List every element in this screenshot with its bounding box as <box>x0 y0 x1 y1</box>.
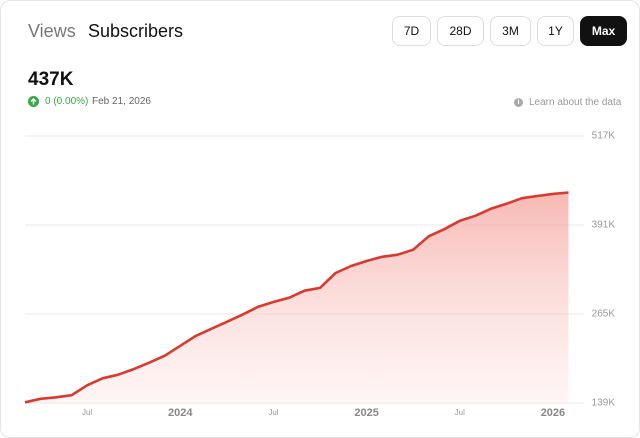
y-tick-label: 391K <box>592 220 616 231</box>
x-tick-label: Jul <box>455 408 465 417</box>
x-tick-label: 2025 <box>354 407 378 419</box>
tab-views[interactable]: Views <box>28 21 76 41</box>
line <box>24 191 569 404</box>
x-tick-label: 2024 <box>168 407 193 419</box>
date: Feb 21, 2026 <box>92 96 151 107</box>
range-button[interactable]: Max <box>580 16 627 46</box>
arrow <box>30 98 37 105</box>
x-tick-label: 2026 <box>541 407 565 419</box>
range-button[interactable]: 1Y <box>537 16 574 46</box>
range-button[interactable]: 7D <box>392 16 431 46</box>
y-tick-label: 265K <box>592 309 616 320</box>
info-icon[interactable]: i <box>514 98 523 107</box>
total: 437K <box>28 69 74 90</box>
area-fill <box>25 192 569 403</box>
range-button[interactable]: 28D <box>437 16 484 46</box>
up-icon <box>28 96 39 107</box>
y-tick-label: 517K <box>592 131 616 142</box>
x-tick-label: Jul <box>82 408 92 417</box>
change: 0 (0.00%) <box>45 96 89 107</box>
range-button[interactable]: 3M <box>490 16 531 46</box>
tab-subscribers[interactable]: Subscribers <box>88 21 184 41</box>
x-tick-label: Jul <box>268 408 278 417</box>
learn-link[interactable]: Learn about the data <box>529 97 622 108</box>
y-tick-label: 139K <box>592 398 616 409</box>
